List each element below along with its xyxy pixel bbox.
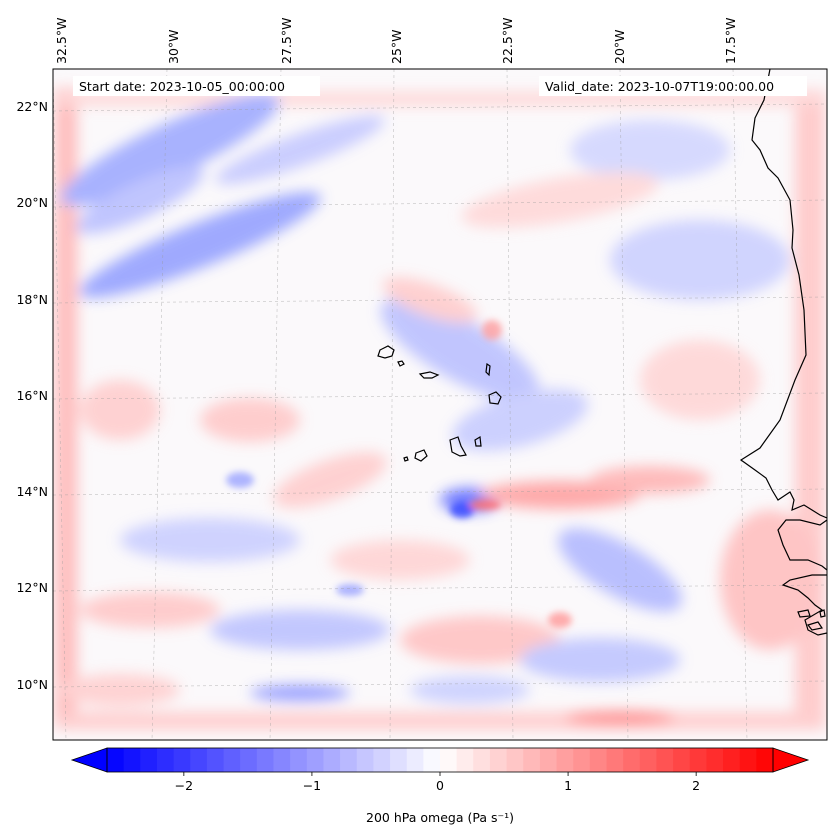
lat-label-14n: 14°N — [16, 484, 48, 499]
colorbar-tick-label: −1 — [303, 778, 321, 793]
colorbar-tick-label: −2 — [175, 778, 193, 793]
colorbar-segment — [107, 748, 125, 772]
colorbar-segment — [390, 748, 408, 772]
colorbar-tick-label: 0 — [436, 778, 444, 793]
cape-verde-sal — [485, 362, 491, 377]
africa-coastline — [739, 69, 827, 636]
lon-label-17-5w: 17.5°W — [723, 18, 738, 64]
colorbar-segment — [573, 748, 591, 772]
colorbar-segment — [656, 748, 674, 772]
colorbar-segment — [290, 748, 308, 772]
omega-field-detail — [226, 320, 572, 628]
map-panel — [53, 69, 827, 740]
lat-label-22n: 22°N — [16, 99, 48, 114]
bijagos-islands — [797, 609, 826, 631]
colorbar-segment — [173, 748, 191, 772]
colorbar-segment — [506, 748, 524, 772]
colorbar-label: 200 hPa omega (Pa s⁻¹) — [366, 810, 514, 825]
colorbar-segment — [190, 748, 208, 772]
colorbar-segment — [723, 748, 741, 772]
colorbar-segment — [373, 748, 391, 772]
valid-date-text: Valid_date: 2023-10-07T19:00:00.00 — [545, 79, 774, 94]
colorbar-segment — [356, 748, 374, 772]
lat-label-16n: 16°N — [16, 388, 48, 403]
lon-label-30w: 30°W — [166, 29, 181, 64]
colorbar-segment — [223, 748, 241, 772]
colorbar-tick-label: 1 — [564, 778, 572, 793]
colorbar-segment — [706, 748, 724, 772]
colorbar-segment — [256, 748, 275, 772]
colorbar-segment — [739, 748, 757, 772]
colorbar-segment — [606, 748, 624, 772]
cape-verde-brava — [403, 456, 409, 462]
colorbar-segments — [107, 748, 774, 772]
gridlines — [53, 69, 827, 740]
colorbar-segment — [323, 748, 341, 772]
colorbar-segment — [689, 748, 707, 772]
longitude-labels: 32.5°W 30°W 27.5°W 25°W 22.5°W 20°W 17.5… — [54, 18, 738, 64]
cape-verde-santiago — [449, 436, 467, 457]
map-frame — [52, 68, 828, 741]
colorbar-segment — [123, 748, 141, 772]
lon-label-27-5w: 27.5°W — [279, 18, 294, 64]
cape-verde-fogo — [414, 449, 428, 462]
colorbar-segment — [273, 748, 291, 772]
colorbar-tick-label: 2 — [692, 778, 700, 793]
omega-field — [55, 88, 825, 730]
cape-verde-sao-vicente — [397, 360, 405, 367]
cape-verde-maio — [474, 436, 482, 447]
lon-label-20w: 20°W — [612, 29, 627, 64]
colorbar-segment — [589, 748, 608, 772]
lat-label-20n: 20°N — [16, 195, 48, 210]
colorbar-segment — [673, 748, 691, 772]
start-date-box — [73, 76, 320, 96]
colorbar-extend-low — [70, 747, 108, 773]
lat-label-10n: 10°N — [16, 677, 48, 692]
colorbar-segment — [423, 748, 441, 772]
colorbar-ticks: −2 −1 0 1 2 — [175, 772, 700, 793]
colorbar-segment — [623, 748, 641, 772]
colorbar-segment — [240, 748, 258, 772]
colorbar-segment — [156, 748, 175, 772]
colorbar-segment — [556, 748, 574, 772]
colorbar-segment — [340, 748, 358, 772]
colorbar-segment — [456, 748, 474, 772]
colorbar-segment — [206, 748, 225, 772]
colorbar-segment — [539, 748, 558, 772]
lon-label-32-5w: 32.5°W — [54, 18, 69, 64]
cape-verde-sao-nicolau — [418, 371, 440, 379]
start-date-text: Start date: 2023-10-05_00:00:00 — [79, 79, 285, 94]
colorbar-segment — [756, 748, 774, 772]
colorbar-segment — [639, 748, 658, 772]
colorbar-segment — [473, 748, 491, 772]
colorbar-segment — [440, 748, 458, 772]
lat-label-18n: 18°N — [16, 292, 48, 307]
colorbar-segment — [306, 748, 325, 772]
lat-label-12n: 12°N — [16, 580, 48, 595]
lon-label-22-5w: 22.5°W — [500, 18, 515, 64]
colorbar: −2 −1 0 1 2 200 hPa omega (Pa s⁻¹) — [70, 747, 810, 825]
lon-label-25w: 25°W — [389, 29, 404, 64]
colorbar-extend-high — [772, 747, 810, 773]
coastlines — [377, 69, 827, 636]
colorbar-segment — [140, 748, 158, 772]
colorbar-segment — [523, 748, 541, 772]
cape-verde-santo-antao — [377, 345, 395, 359]
cape-verde-boa-vista — [488, 391, 502, 405]
latitude-labels: 22°N 20°N 18°N 16°N 14°N 12°N 10°N — [16, 99, 48, 692]
valid-date-box — [539, 76, 807, 96]
colorbar-segment — [489, 748, 508, 772]
colorbar-segment — [406, 748, 424, 772]
